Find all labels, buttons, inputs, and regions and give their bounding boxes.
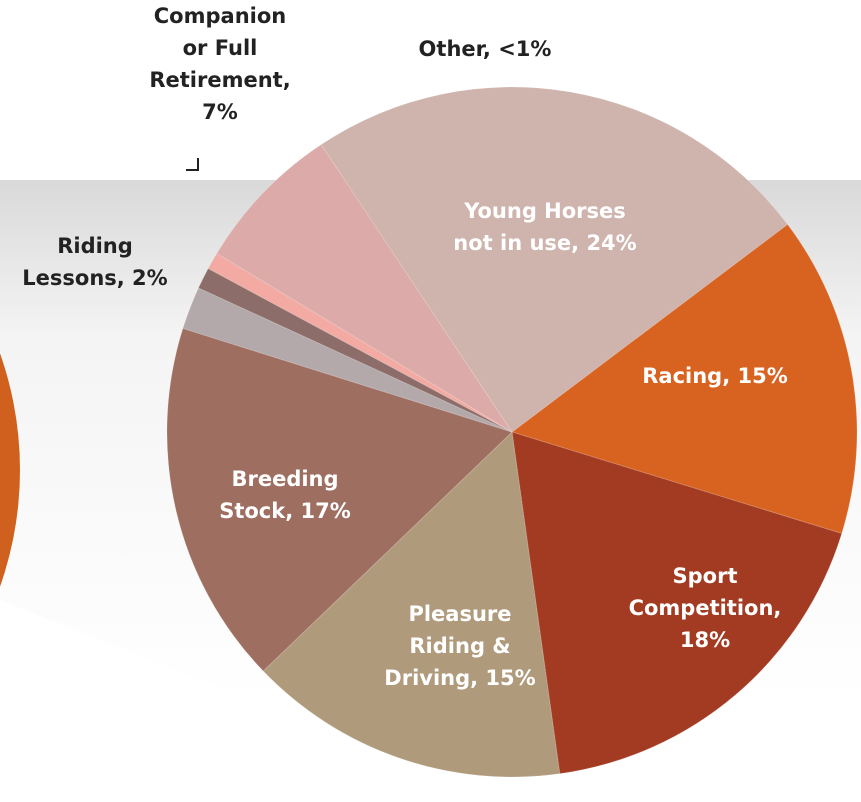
slice-label: Companion or Full Retirement, 7% [145, 0, 295, 128]
slice-label: Racing, 15% [615, 360, 815, 392]
slice-label: Riding Lessons, 2% [5, 230, 185, 294]
slice-label: Pleasure Riding & Driving, 15% [375, 598, 545, 694]
slice-label: Other, <1% [385, 33, 585, 65]
slice-label: Breeding Stock, 17% [205, 463, 365, 527]
slice-label: Sport Competition, 18% [605, 560, 805, 656]
leader-line [186, 158, 198, 170]
slice-label: Young Horses not in use, 24% [445, 195, 645, 259]
chart: Racing, 15% Sport Competition, 18% Pleasur… [0, 0, 861, 802]
